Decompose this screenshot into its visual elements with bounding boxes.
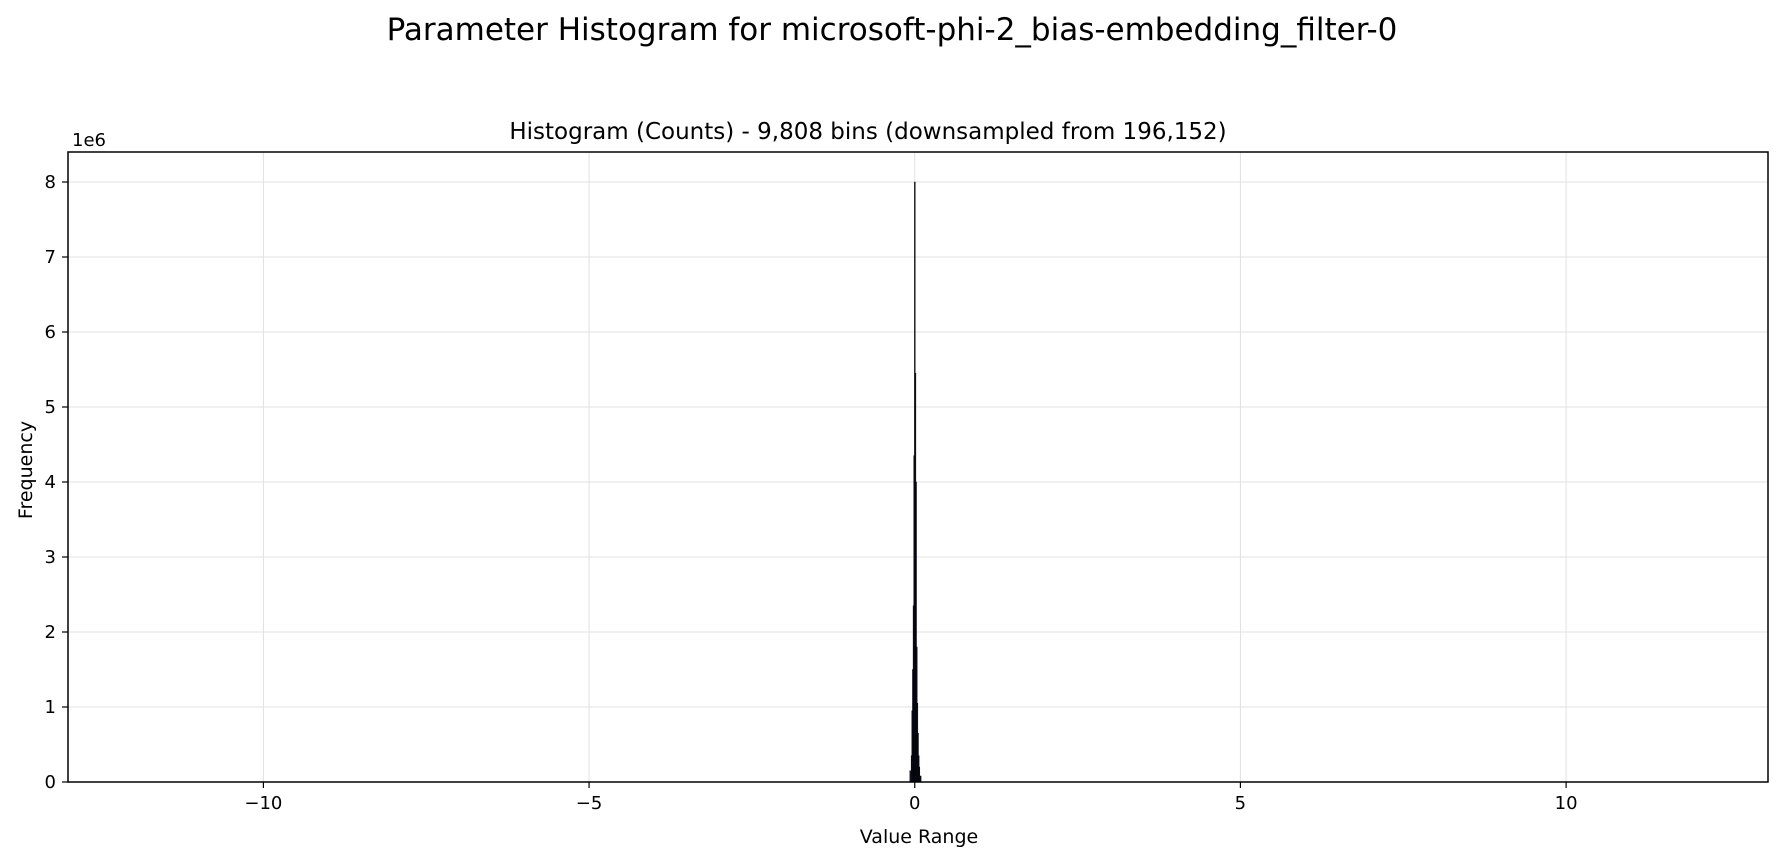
y-tick-label: 4 (45, 472, 56, 493)
y-tick-label: 0 (45, 772, 56, 793)
y-tick-label: 6 (45, 322, 56, 343)
y-tick-label: 1 (45, 697, 56, 718)
x-axis-label: Value Range (860, 826, 978, 848)
histogram-bar (909, 770, 911, 783)
y-tick-label: 3 (45, 547, 56, 568)
plot-frame (67, 151, 1769, 783)
x-tick-label: 10 (1555, 793, 1578, 814)
chart-subtitle: Histogram (Counts) - 9,808 bins (downsam… (509, 119, 1226, 145)
histogram-bar (920, 775, 922, 783)
x-tick-label: 0 (909, 793, 920, 814)
x-tick-label: −5 (576, 793, 603, 814)
histogram-bar (918, 766, 921, 783)
y-tick-label: 7 (45, 247, 56, 268)
x-tick-label: −10 (244, 793, 282, 814)
y-tick-label: 8 (45, 172, 56, 193)
axis-ticks: −10 −5 0 5 10 0 1 2 3 4 5 6 7 8 (45, 172, 1578, 814)
y-tick-label: 2 (45, 622, 56, 643)
chart-title: Parameter Histogram for microsoft-phi-2_… (387, 12, 1398, 48)
y-axis-label: Frequency (15, 421, 37, 519)
y-axis-offset-label: 1e6 (72, 130, 106, 151)
histogram-bars (909, 181, 922, 783)
x-tick-label: 5 (1235, 793, 1246, 814)
y-tick-label: 5 (45, 397, 56, 418)
